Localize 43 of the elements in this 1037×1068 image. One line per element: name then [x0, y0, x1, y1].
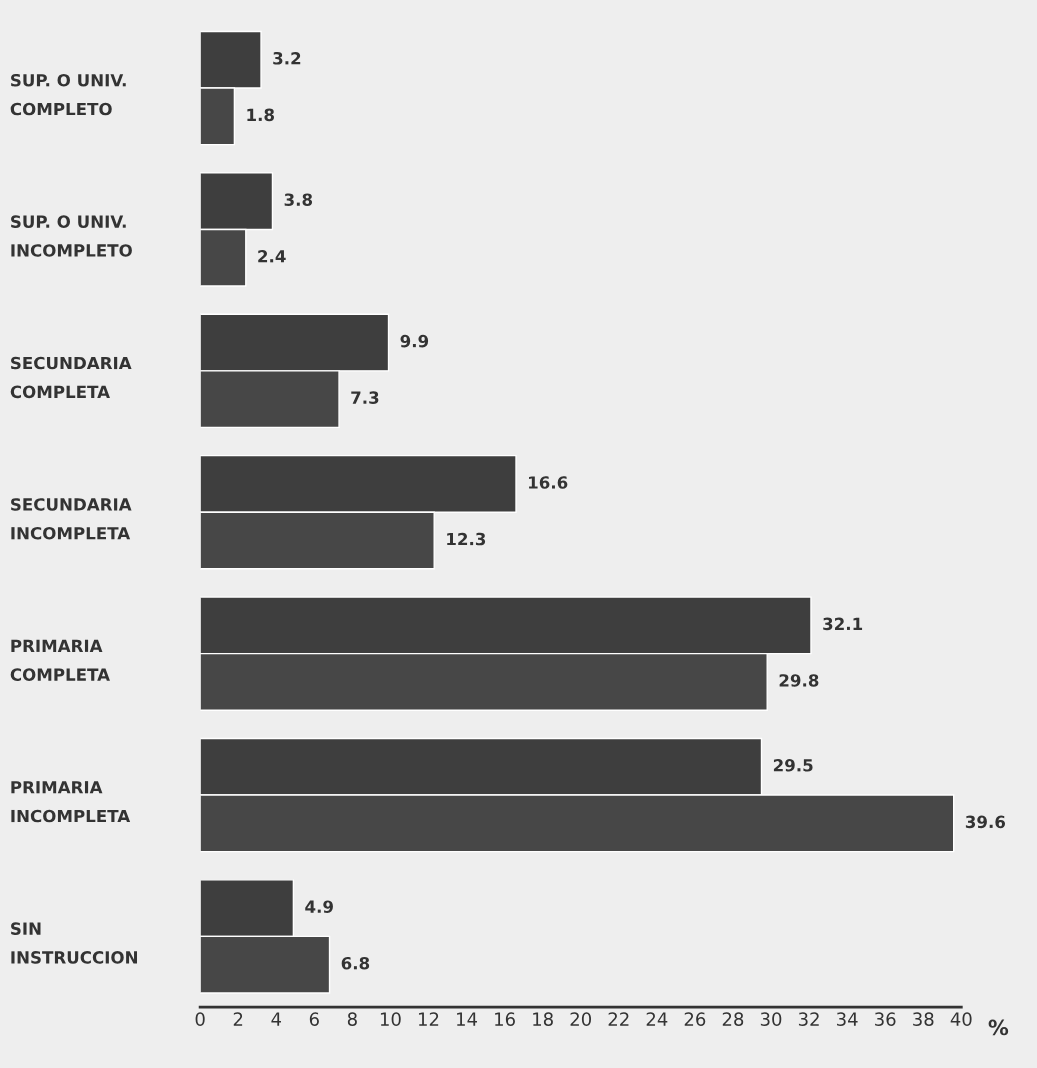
y-tick-label: SECUNDARIA COMPLETA	[10, 356, 132, 399]
data-label: 39.6	[965, 815, 1006, 829]
data-label: 1.8	[247, 108, 274, 122]
x-tick-label: 12	[418, 1012, 439, 1026]
x-tick-label: 40	[950, 1012, 972, 1026]
data-label: 6.8	[341, 956, 370, 970]
y-tick-label: PRIMARIA INCOMPLETA	[11, 781, 131, 823]
x-tick-label: 18	[533, 1012, 553, 1026]
data-label: 9.9	[400, 334, 429, 348]
data-label: 7.3	[351, 391, 379, 404]
x-tick-label: 28	[722, 1012, 744, 1026]
x-tick-label: 0	[195, 1012, 205, 1026]
x-tick-label: 34	[837, 1012, 858, 1026]
x-tick-label: 32	[798, 1012, 819, 1026]
data-label: 16.6	[529, 476, 568, 489]
data-label: 12.3	[447, 532, 486, 546]
data-label: 29.5	[773, 758, 813, 772]
x-tick-label: 38	[913, 1012, 934, 1026]
data-label: 32.1	[823, 617, 863, 631]
x-tick-label: 2	[233, 1012, 243, 1026]
x-tick-label: 24	[646, 1012, 668, 1026]
x-tick-label: 22	[608, 1012, 629, 1026]
data-label: 3.2	[273, 51, 301, 65]
y-tick-label: PRIMARIA COMPLETA	[10, 639, 110, 681]
y-tick-label: SUP. O UNIV. COMPLETO	[10, 73, 126, 116]
x-tick-label: 6	[309, 1012, 319, 1026]
data-label: 4.9	[305, 900, 333, 913]
x-tick-label: 4	[271, 1012, 281, 1026]
x-tick-label: 26	[684, 1012, 706, 1026]
x-tick-label: 8	[347, 1012, 357, 1026]
x-axis-title: %	[988, 1019, 1009, 1036]
x-tick-label: 30	[760, 1012, 782, 1026]
y-tick-label: SIN INSTRUCCION	[11, 922, 137, 964]
data-label: 3.8	[284, 193, 313, 206]
x-tick-label: 20	[570, 1012, 592, 1026]
y-tick-label: SUP. O UNIV. INCOMPLETO	[11, 215, 132, 257]
x-tick-label: 14	[457, 1012, 478, 1026]
x-tick-label: 36	[875, 1012, 896, 1026]
data-label: 2.4	[258, 249, 286, 263]
data-label: 29.8	[779, 674, 819, 687]
x-tick-label: 10	[380, 1012, 401, 1026]
x-tick-label: 16	[495, 1012, 515, 1026]
y-tick-label: SECUNDARIA INCOMPLETA	[11, 498, 132, 540]
